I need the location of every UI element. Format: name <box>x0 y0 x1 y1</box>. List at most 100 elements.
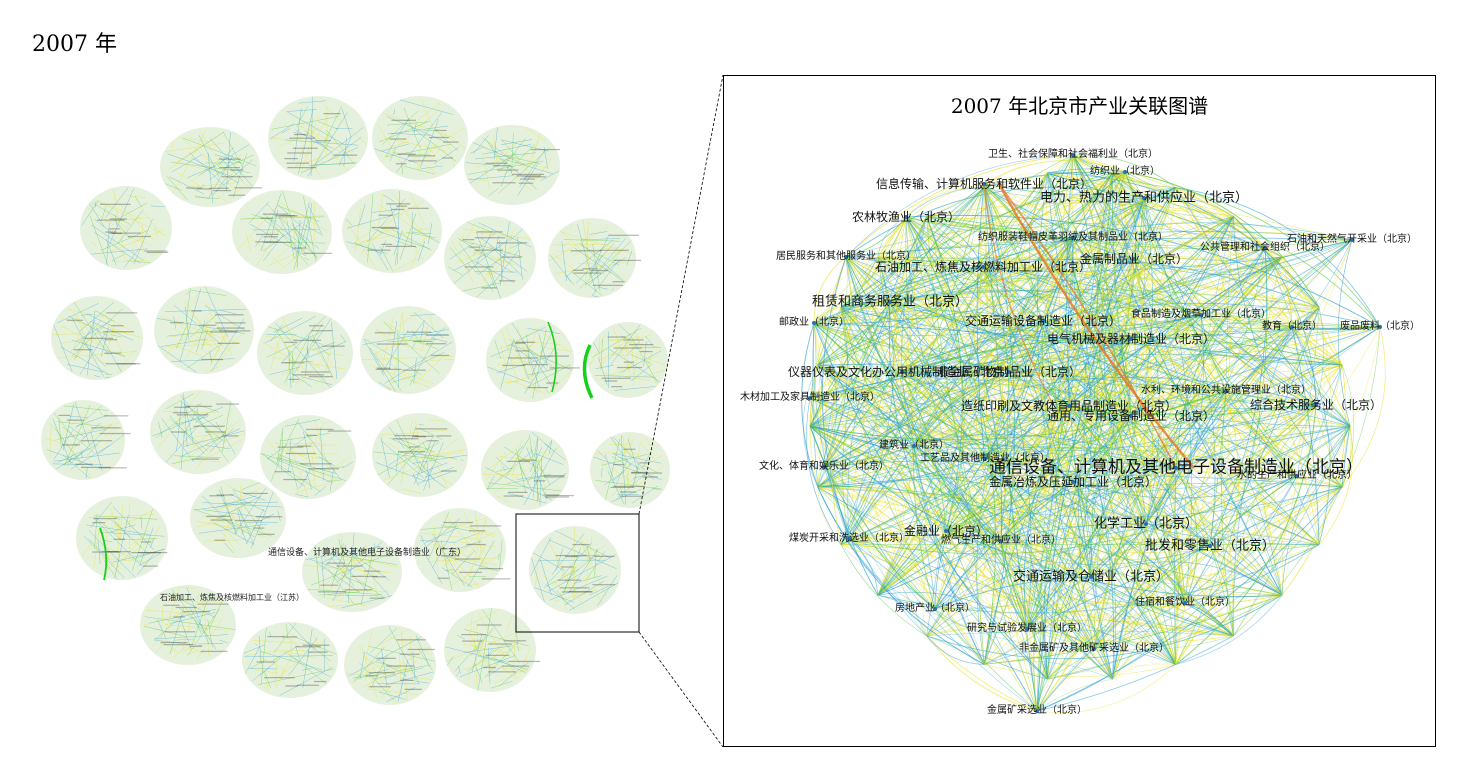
network-edge <box>1133 258 1351 427</box>
network-edge <box>1175 390 1227 469</box>
network-edge <box>840 544 927 637</box>
network-edge <box>1026 467 1177 630</box>
network-node <box>1041 319 1045 323</box>
network-node <box>1071 153 1075 157</box>
network-edge <box>817 486 1092 578</box>
network-edge <box>823 237 1074 468</box>
node-label: 交通运输及仓储业（北京） <box>1012 569 1170 585</box>
network-edge <box>1000 256 1283 542</box>
network-node <box>1263 246 1267 250</box>
network-edge <box>1072 154 1234 636</box>
network-edge <box>817 487 842 545</box>
network-edge <box>984 458 1211 547</box>
network-node <box>999 539 1003 543</box>
network-edge <box>848 538 1028 630</box>
network-node <box>808 396 812 400</box>
network-edge <box>984 646 1176 665</box>
network-edge <box>889 301 1176 665</box>
network-edge <box>1036 678 1113 712</box>
network-edge <box>934 458 986 610</box>
network-edge <box>945 307 1320 532</box>
network-edge <box>945 404 1317 532</box>
network-node <box>1144 522 1148 526</box>
network-edge <box>823 425 1351 468</box>
network-edge <box>1318 425 1353 545</box>
network-edge <box>1026 628 1095 650</box>
network-edge <box>1259 256 1283 596</box>
network-edge <box>926 635 985 665</box>
network-edge <box>982 266 1317 406</box>
network-edge <box>809 239 1353 428</box>
network-edge <box>1008 171 1126 373</box>
network-edge <box>817 474 1343 488</box>
network-edge <box>1143 197 1381 328</box>
network-edge <box>1026 467 1177 630</box>
network-edge <box>1233 475 1298 637</box>
network-edge <box>1124 171 1320 308</box>
network-edge <box>1047 239 1353 680</box>
node-label: 化学工业（北京） <box>1093 516 1199 532</box>
network-edge <box>817 338 1132 488</box>
network-edge <box>926 171 1126 219</box>
network-edge <box>1000 481 1074 542</box>
network-edge <box>817 364 1211 547</box>
network-edge <box>983 187 1177 665</box>
network-edge <box>817 364 936 610</box>
network-edge <box>1072 237 1132 417</box>
network-edge <box>926 215 1266 250</box>
network-edge <box>905 187 985 218</box>
network-edge <box>809 397 1038 712</box>
network-edge <box>1175 364 1343 469</box>
network-edge <box>1341 425 1351 488</box>
network-edge <box>845 256 1320 545</box>
network-edge <box>817 364 986 460</box>
network-edge <box>809 405 1070 447</box>
network-edge <box>1112 545 1211 680</box>
overview-cluster-map <box>41 96 670 705</box>
network-edge <box>1341 425 1352 488</box>
network-edge <box>817 172 1113 488</box>
network-edge <box>1143 197 1193 604</box>
network-edge <box>984 663 1176 678</box>
network-edge <box>926 215 1132 340</box>
network-edge <box>1175 404 1317 469</box>
network-edge <box>997 183 1195 469</box>
node-label: 批发和零售业（北京） <box>1144 538 1276 554</box>
network-edge <box>845 256 1048 680</box>
network-edge <box>934 425 1351 610</box>
network-edge <box>1225 390 1298 477</box>
network-edge <box>813 216 907 324</box>
network-edge <box>1090 544 1320 581</box>
network-edge <box>1093 425 1351 650</box>
network-edge <box>905 216 1266 276</box>
network-edge <box>1200 314 1343 488</box>
network-edge <box>1000 481 1074 542</box>
network-edge <box>1175 467 1234 636</box>
node-label: 水的生产和供应业（北京） <box>1237 470 1357 481</box>
network-edge <box>1042 320 1283 596</box>
node-label: 电气机械及器材制造业（北京） <box>1046 332 1216 346</box>
network-edge <box>984 174 1145 199</box>
network-edge <box>1124 171 1320 308</box>
network-edge <box>901 256 1283 373</box>
network-edge <box>1042 316 1317 406</box>
network-edge <box>1093 326 1381 650</box>
network-edge <box>840 187 1176 308</box>
network-edge <box>889 301 1320 325</box>
network-edge <box>1072 231 1353 241</box>
network-edge <box>809 425 825 468</box>
network-node <box>1089 575 1093 579</box>
network-edge <box>983 247 1266 665</box>
network-edge <box>1000 256 1283 542</box>
network-edge <box>926 635 1038 712</box>
node-label: 木材加工及家具制造业（北京） <box>740 392 880 403</box>
network-edge <box>1112 172 1293 328</box>
network-edge <box>1023 405 1070 630</box>
network-edge <box>934 608 1028 634</box>
network-node <box>912 444 916 448</box>
network-edge <box>848 538 936 610</box>
network-edge <box>1112 172 1216 547</box>
network-edge <box>1047 172 1266 249</box>
node-label: 建筑业（北京） <box>879 440 949 451</box>
network-edge <box>1175 216 1234 665</box>
